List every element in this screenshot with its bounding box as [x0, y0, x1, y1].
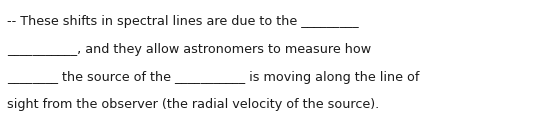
Text: ________ the source of the ___________ is moving along the line of: ________ the source of the ___________ i… — [7, 71, 419, 84]
Text: -- These shifts in spectral lines are due to the _________: -- These shifts in spectral lines are du… — [7, 15, 358, 28]
Text: ___________, and they allow astronomers to measure how: ___________, and they allow astronomers … — [7, 43, 371, 56]
Text: sight from the observer (the radial velocity of the source).: sight from the observer (the radial velo… — [7, 98, 379, 111]
